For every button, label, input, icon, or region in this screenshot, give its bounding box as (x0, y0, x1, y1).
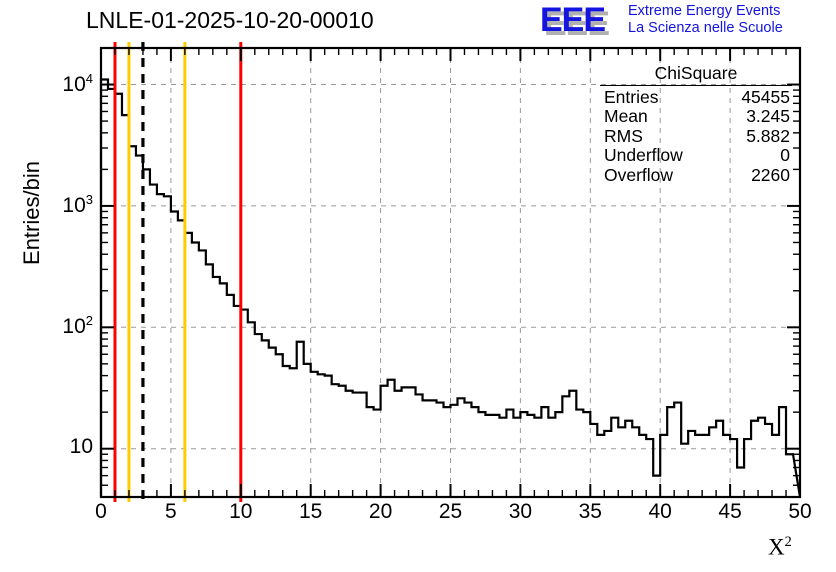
y-tick-label: 102 (62, 313, 93, 339)
stats-row-label: Overflow (604, 164, 674, 185)
x-axis-title: X2 (768, 534, 792, 560)
stats-row-value: 0 (780, 145, 790, 165)
stats-row-value: 45455 (741, 86, 790, 107)
eee-logo-line1: Extreme Energy Events (628, 3, 781, 19)
eee-logo-mark: EEE (540, 1, 606, 39)
stats-row: Mean 3.245 (600, 106, 792, 127)
x-tick-label: 45 (718, 500, 742, 523)
stats-row-label: Underflow (604, 145, 683, 165)
stats-row: Entries 45455 (600, 86, 792, 108)
stats-box: ChiSquare Entries 45455 Mean 3.245 RMS 5.882 U… (600, 63, 792, 186)
stats-row: RMS 5.882 (600, 125, 792, 147)
stats-row-label: RMS (604, 125, 643, 146)
stats-row-value: 2260 (751, 164, 790, 185)
x-tick-label: 25 (438, 500, 463, 523)
stats-row-value: 5.882 (746, 125, 790, 146)
eee-logo: EEE EEE Extreme Energy Events La Scienza… (540, 1, 834, 43)
x-tick-label: 30 (508, 500, 533, 523)
y-tick-label: 104 (62, 70, 93, 96)
stats-row: Overflow 2260 (600, 164, 792, 186)
x-tick-label: 35 (578, 500, 602, 523)
x-tick-label: 50 (788, 500, 812, 523)
y-tick-label: 103 (62, 191, 93, 217)
y-tick-label: 10 (69, 434, 93, 458)
stats-row-label: Mean (604, 106, 648, 126)
x-tick-label: 5 (165, 500, 177, 523)
eee-logo-mark-shadow: EEE (544, 5, 610, 43)
histogram-trace (99, 78, 802, 498)
eee-logo-text: Extreme Energy Events La Scienza nelle S… (628, 3, 783, 37)
x-tick-label: 0 (95, 500, 107, 523)
stats-row-value: 3.245 (746, 106, 790, 126)
x-tick-label: 10 (229, 500, 253, 523)
page-title: LNLE-01-2025-10-20-00010 (86, 7, 374, 33)
stats-title: ChiSquare (654, 63, 738, 83)
eee-logo-line2: La Scienza nelle Scuole (628, 20, 783, 36)
x-tick-label: 20 (368, 500, 393, 523)
stats-divider (600, 84, 792, 86)
x-tick-label: 40 (648, 500, 672, 523)
stats-row: Underflow 0 (600, 145, 792, 166)
stats-rows: Entries 45455 Mean 3.245 RMS 5.882 Underflow 0 O… (600, 86, 792, 186)
stats-row-label: Entries (604, 86, 659, 107)
x-tick-label: 15 (299, 500, 323, 523)
